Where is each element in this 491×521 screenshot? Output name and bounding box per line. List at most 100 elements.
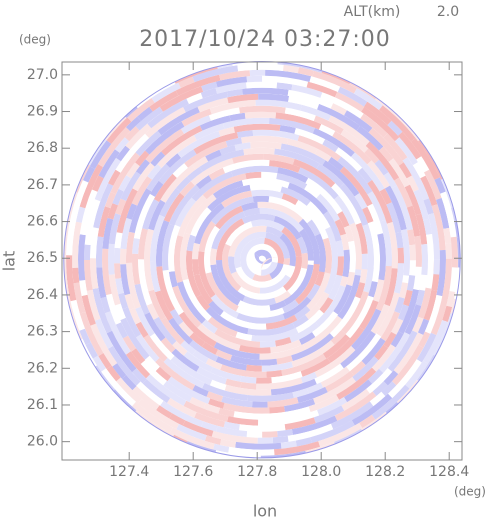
echo-cell <box>245 171 262 180</box>
echo-cell <box>231 271 261 294</box>
echo-cell <box>149 90 179 112</box>
echo-cell <box>416 156 430 173</box>
echo-cell <box>206 391 223 402</box>
echo-cell <box>385 402 399 414</box>
echo-cell <box>255 99 302 111</box>
echo-cell <box>145 128 185 163</box>
echo-cell <box>116 145 130 162</box>
echo-cell <box>90 323 118 367</box>
echo-cell <box>328 269 344 301</box>
echo-cell <box>125 231 135 263</box>
echo-cell <box>150 261 161 293</box>
echo-cell <box>410 137 440 180</box>
echo-cell <box>193 132 239 155</box>
echo-cell <box>72 221 82 268</box>
plot-frame <box>61 61 463 461</box>
echo-cell <box>177 281 206 324</box>
echo-cell <box>313 377 356 405</box>
echo-cell <box>181 108 212 127</box>
echo-cell <box>365 141 400 181</box>
echo-cell <box>265 314 298 330</box>
echo-cell <box>148 199 166 231</box>
echo-cell <box>300 104 332 121</box>
echo-cell <box>175 74 221 96</box>
echo-cell <box>129 308 141 325</box>
echo-cell <box>330 103 347 116</box>
echo-cell <box>238 345 271 354</box>
echo-cell <box>406 175 419 192</box>
echo-cell <box>334 195 355 225</box>
echo-cell <box>169 413 186 426</box>
echo-cell <box>420 175 438 206</box>
echo-cell <box>120 217 132 250</box>
echo-cell <box>155 220 170 267</box>
echo-cell <box>96 267 107 299</box>
echo-cell <box>366 368 393 394</box>
echo-cell <box>106 293 122 325</box>
echo-cell <box>199 115 231 131</box>
echo-cell <box>168 224 181 272</box>
echo-cell <box>160 400 204 427</box>
echo-cell <box>398 162 412 179</box>
echo-cell <box>78 234 86 281</box>
echo-cell <box>210 248 218 266</box>
echo-cell <box>242 295 277 306</box>
echo-cell <box>178 321 194 337</box>
echo-cell <box>360 113 388 138</box>
echo-cell <box>368 127 404 166</box>
echo-cell <box>183 91 228 113</box>
echo-cell <box>90 242 97 259</box>
echo-cell <box>313 115 344 135</box>
echo-cell <box>114 303 126 321</box>
echo-cell <box>120 248 127 265</box>
echo-cell <box>267 397 299 408</box>
echo-cell <box>143 228 154 260</box>
echo-cell <box>190 207 212 237</box>
echo-cell <box>162 223 175 271</box>
echo-cell <box>431 204 446 251</box>
echo-cell <box>216 425 248 437</box>
echo-cell <box>186 234 196 252</box>
echo-cell <box>183 400 229 422</box>
echo-cell <box>268 196 300 213</box>
echo-cell <box>283 264 314 306</box>
echo-cell <box>189 332 206 347</box>
echo-cell <box>149 214 165 262</box>
echo-cell <box>334 91 365 112</box>
echo-cell <box>291 84 323 98</box>
echo-field <box>63 61 461 459</box>
echo-cell <box>174 66 218 84</box>
echo-cell <box>183 351 213 373</box>
y-tick-label: 26.5 <box>27 250 58 266</box>
echo-cell <box>370 304 390 335</box>
echo-cell <box>351 393 393 426</box>
echo-cell <box>280 143 326 166</box>
echo-cell <box>299 228 315 261</box>
echo-cell <box>412 316 424 333</box>
y-tick-label: 26.7 <box>27 177 58 193</box>
echo-cell <box>390 331 404 348</box>
echo-cell <box>367 191 386 222</box>
echo-cell <box>162 269 184 316</box>
echo-cell <box>281 353 327 376</box>
echo-cell <box>205 358 223 370</box>
echo-cell <box>374 159 389 176</box>
echo-cell <box>217 63 233 69</box>
echo-cell <box>171 348 200 372</box>
echo-cell <box>153 316 177 346</box>
echo-cell <box>277 167 309 184</box>
echo-cell <box>256 377 272 384</box>
echo-cell <box>201 342 218 355</box>
echo-cell <box>337 211 350 228</box>
echo-cell <box>108 274 121 306</box>
echo-cell <box>315 291 330 309</box>
echo-cell <box>131 348 146 364</box>
echo-cell <box>114 263 122 279</box>
echo-cell <box>163 192 185 223</box>
echo-cell <box>215 349 232 361</box>
x-tick-label: 128.0 <box>301 464 341 480</box>
echo-cell <box>197 97 229 113</box>
echo-cell <box>304 184 321 199</box>
echo-cell <box>100 296 111 314</box>
echo-cell <box>436 249 446 297</box>
